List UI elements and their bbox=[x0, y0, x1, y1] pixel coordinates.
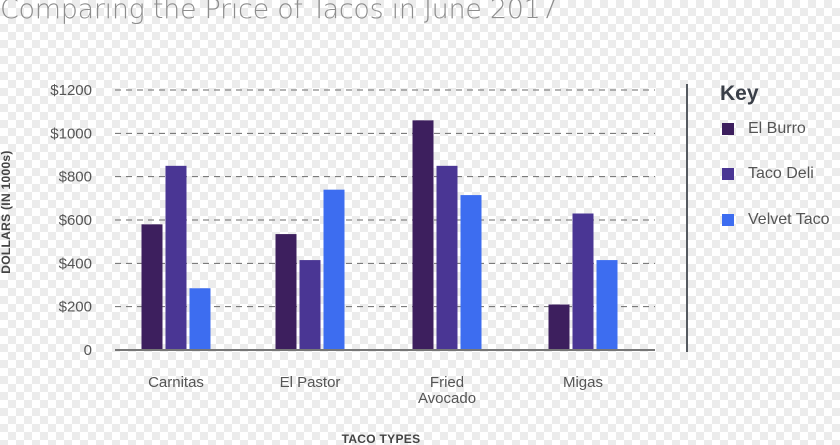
legend-item-taco-deli: Taco Deli bbox=[722, 163, 814, 185]
y-axis-ticks: 0 $200 $400 $600 $800 $1000 $1200 bbox=[50, 82, 92, 359]
y-tick-label: $200 bbox=[59, 299, 92, 316]
bar-el-burro bbox=[412, 120, 434, 350]
bar-velvet-taco bbox=[596, 260, 618, 350]
bar-taco-deli bbox=[165, 165, 187, 350]
y-tick-label: 0 bbox=[84, 342, 92, 359]
legend-label: Velvet Taco bbox=[748, 211, 830, 228]
x-category-label: Fried Avocado bbox=[418, 374, 476, 407]
y-axis-title: DOLLARS (IN 1000s) bbox=[0, 150, 13, 273]
x-category-label: Carnitas bbox=[148, 374, 204, 391]
y-tick-label: $600 bbox=[59, 212, 92, 229]
x-axis-title: TACO TYPES bbox=[342, 432, 421, 445]
x-category-label: El Pastor bbox=[280, 374, 341, 391]
bar-taco-deli bbox=[299, 260, 321, 350]
legend-swatch-el-burro bbox=[722, 123, 734, 135]
legend-swatch-taco-deli bbox=[722, 168, 734, 180]
bar-velvet-taco bbox=[189, 288, 211, 350]
bars bbox=[141, 120, 618, 350]
legend-label: El Burro bbox=[748, 120, 806, 137]
legend-swatch-velvet-taco bbox=[722, 214, 734, 226]
bar-velvet-taco bbox=[460, 195, 482, 350]
legend-item-velvet-taco: Velvet Taco bbox=[722, 209, 830, 231]
chart-title: Comparing the Price of Tacos in June 201… bbox=[0, 0, 558, 25]
y-tick-label: $400 bbox=[59, 255, 92, 272]
bar-el-burro bbox=[141, 224, 163, 350]
legend: Key El Burro Taco Deli Velvet Taco bbox=[686, 82, 836, 352]
legend-label: Taco Deli bbox=[748, 165, 814, 182]
legend-title: Key bbox=[720, 82, 759, 105]
bar-el-burro bbox=[275, 234, 297, 350]
y-tick-label: $800 bbox=[59, 169, 92, 186]
x-category-label: Migas bbox=[563, 374, 603, 391]
x-axis-categories: Carnitas El Pastor Fried Avocado Migas bbox=[148, 374, 603, 407]
bar-taco-deli bbox=[436, 165, 458, 350]
bar-taco-deli bbox=[572, 213, 594, 350]
legend-item-el-burro: El Burro bbox=[722, 118, 806, 140]
y-tick-label: $1200 bbox=[50, 82, 92, 99]
y-tick-label: $1000 bbox=[50, 125, 92, 142]
bar-el-burro bbox=[548, 304, 570, 350]
bar-velvet-taco bbox=[323, 189, 345, 350]
